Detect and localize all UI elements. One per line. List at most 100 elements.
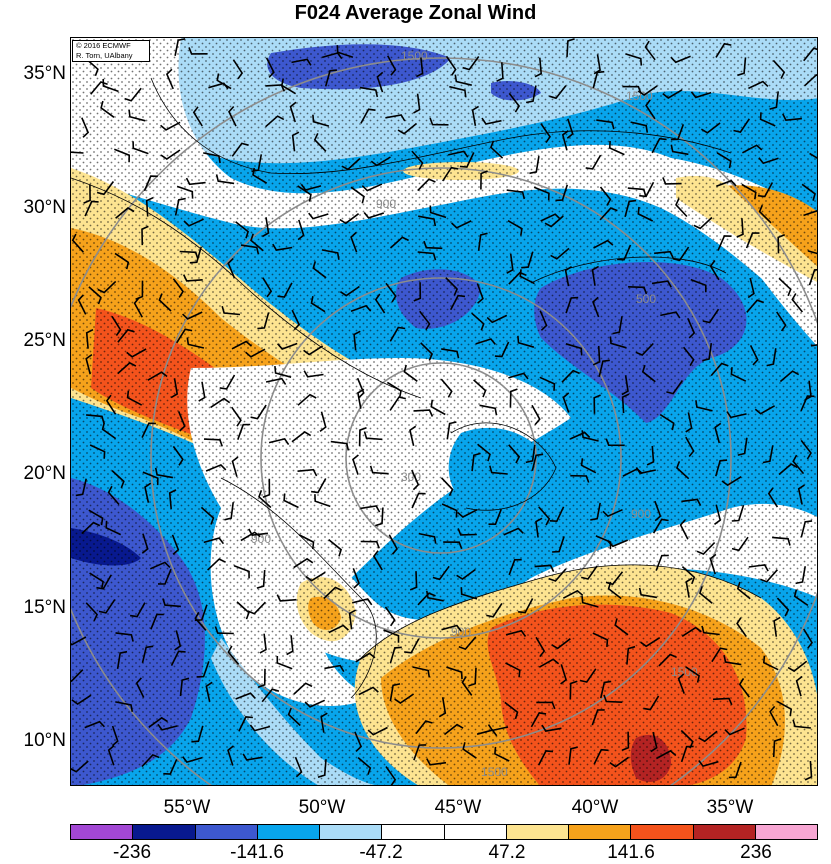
wind-barb (149, 561, 171, 570)
wind-barb (115, 632, 134, 642)
wind-barb (144, 482, 152, 503)
wind-barb (413, 409, 434, 417)
wind-barb (762, 655, 779, 671)
wind-barb (71, 233, 84, 253)
wind-barb (276, 594, 297, 602)
wind-barb (411, 492, 426, 509)
wind-barbs (71, 38, 817, 785)
wind-barb (457, 508, 478, 518)
wind-barb (259, 633, 267, 654)
wind-barb (682, 346, 695, 367)
wind-barb (496, 62, 504, 82)
wind-barb (413, 93, 421, 114)
wind-barb (760, 569, 778, 583)
wind-barb (174, 630, 182, 651)
wind-barb (569, 680, 578, 700)
wind-barb (444, 723, 464, 736)
wind-barb (157, 723, 178, 731)
wind-barb (609, 756, 630, 768)
wind-barb (803, 47, 817, 62)
wind-barb (646, 445, 655, 466)
wind-barb (461, 676, 473, 696)
wind-barb (641, 364, 656, 383)
wind-barb (738, 677, 750, 698)
wind-barb (247, 601, 266, 615)
wind-barb (733, 118, 750, 134)
wind-barb (440, 477, 454, 497)
wind-barb (84, 200, 99, 217)
wind-barb (456, 568, 476, 580)
wind-barb (160, 149, 181, 160)
wind-barb (360, 540, 380, 549)
wind-barb (415, 720, 433, 735)
wind-barb (71, 760, 89, 773)
wind-barb (165, 68, 174, 90)
wind-barb (746, 299, 765, 313)
wind-barb (446, 666, 463, 680)
wind-barb (182, 311, 203, 320)
wind-barb (525, 444, 536, 464)
significance-stipple (71, 38, 817, 785)
wind-barb (249, 724, 271, 732)
wind-barb (357, 756, 372, 775)
wind-barb (168, 489, 177, 510)
wind-barb (389, 683, 401, 702)
wind-barb (480, 170, 488, 190)
wind-barb (426, 590, 444, 602)
wind-barb (420, 342, 434, 361)
wind-barb (685, 666, 700, 683)
wind-barb (172, 445, 184, 466)
lon-label: 55°W (163, 797, 211, 818)
wind-barb (231, 456, 239, 477)
wind-barb (621, 375, 629, 396)
wind-barb (383, 629, 400, 643)
wind-barb (627, 187, 647, 197)
wind-barb (232, 59, 244, 80)
wind-barb (411, 150, 424, 170)
wind-barb (355, 652, 376, 663)
wind-barb (115, 207, 135, 219)
wind-barb (216, 73, 232, 90)
wind-barb (291, 58, 312, 66)
wind-barb (518, 598, 534, 614)
wind-barb (592, 632, 609, 647)
wind-barb (731, 504, 745, 522)
wind-barb (353, 330, 361, 351)
wind-barb (591, 265, 599, 286)
wind-barb (659, 413, 675, 431)
wind-barb (265, 115, 285, 128)
wind-barb (681, 626, 702, 637)
wind-barb (158, 293, 172, 312)
wind-barb (389, 396, 406, 411)
wind-barb (179, 677, 190, 697)
wind-barb (413, 282, 422, 302)
wind-barb (533, 186, 550, 201)
colorbar-segment (693, 825, 756, 839)
wind-barb (300, 183, 322, 191)
wind-barb (489, 465, 508, 475)
wind-barb (698, 586, 713, 604)
wind-barb (635, 466, 656, 475)
wind-barb (517, 335, 535, 348)
wind-barb (595, 535, 612, 550)
wind-barb (185, 177, 206, 186)
wind-barb (504, 701, 519, 720)
wind-barb (715, 42, 732, 58)
wind-barb (276, 656, 293, 670)
wind-barb (531, 453, 544, 471)
wind-barb (797, 484, 805, 505)
wind-barb (96, 574, 112, 590)
wind-barb (142, 471, 159, 486)
wind-barb (650, 731, 658, 753)
wind-barb (176, 328, 193, 344)
wind-barb (701, 625, 720, 636)
wind-barb (89, 444, 106, 459)
wind-barb (258, 490, 272, 509)
wind-barb (256, 570, 266, 589)
contour-label: 300 (401, 470, 421, 484)
colorbar-segment (133, 825, 196, 839)
wind-barb (599, 186, 612, 206)
wind-barb (170, 378, 179, 399)
wind-barb (341, 157, 361, 171)
wind-barb (174, 38, 186, 56)
